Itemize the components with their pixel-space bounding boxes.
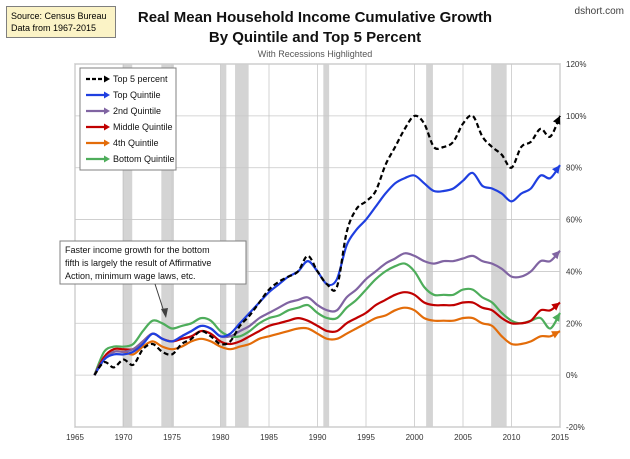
y-tick-label: 60% xyxy=(566,216,582,225)
source-box: Source: Census Bureau Data from 1967-201… xyxy=(6,6,116,38)
x-tick-label: 1975 xyxy=(163,433,181,442)
annotation-line: fifth is largely the result of Affirmati… xyxy=(65,258,211,268)
legend-label-2nd-quintile: 2nd Quintile xyxy=(113,106,161,116)
x-tick-label: 1985 xyxy=(260,433,278,442)
x-tick-label: 2000 xyxy=(406,433,424,442)
x-tick-label: 2005 xyxy=(454,433,472,442)
chart-title: Real Mean Household Income Cumulative Gr… xyxy=(137,9,493,26)
legend-box xyxy=(79,67,177,171)
annotation-line: Faster income growth for the bottom xyxy=(65,245,210,255)
legend-arrow-top-quintile xyxy=(104,91,110,99)
series-arrow-4th-quintile xyxy=(551,331,560,339)
y-tick-label: 20% xyxy=(566,319,582,328)
y-tick-label: 100% xyxy=(566,112,586,121)
series-arrow-top-5-percent xyxy=(552,115,561,125)
source-line-1: Source: Census Bureau xyxy=(11,11,107,21)
series-arrow-2nd-quintile xyxy=(551,250,560,260)
legend-label-middle-quintile: Middle Quintile xyxy=(113,122,173,132)
recession-band xyxy=(426,64,433,427)
source-line-2: Data from 1967-2015 xyxy=(11,23,97,33)
x-tick-label: 1970 xyxy=(115,433,133,442)
brand-label: dshort.com xyxy=(574,6,624,17)
series-arrow-middle-quintile xyxy=(551,302,560,311)
y-tick-label: 120% xyxy=(566,60,586,69)
annotation-arrow-icon xyxy=(161,308,168,318)
legend-label-bottom-quintile: Bottom Quintile xyxy=(113,154,175,164)
legend-label-top-5-percent: Top 5 percent xyxy=(113,74,168,84)
legend-label-4th-quintile: 4th Quintile xyxy=(113,138,159,148)
legend-arrow-bottom-quintile xyxy=(104,155,110,163)
annotation-box xyxy=(59,240,247,285)
legend-arrow-2nd-quintile xyxy=(104,107,110,115)
y-tick-label: 40% xyxy=(566,267,582,276)
chart-title-line-2: By Quintile and Top 5 Percent xyxy=(208,29,422,46)
y-tick-label: -20% xyxy=(566,423,585,432)
series-arrow-bottom-quintile xyxy=(552,312,560,322)
x-tick-label: 1990 xyxy=(309,433,327,442)
legend-label-top-quintile: Top Quintile xyxy=(113,90,161,100)
chart-subtitle: With Recessions Highlighted xyxy=(257,49,373,59)
x-tick-label: 2015 xyxy=(551,433,569,442)
x-tick-label: 1965 xyxy=(66,433,84,442)
x-tick-label: 2010 xyxy=(503,433,521,442)
recession-band xyxy=(323,64,330,427)
x-tick-label: 1995 xyxy=(357,433,375,442)
legend-arrow-top-5-percent xyxy=(104,75,110,83)
x-tick-label: 1980 xyxy=(212,433,230,442)
series-arrow-top-quintile xyxy=(552,165,560,174)
series-line-bottom-quintile xyxy=(93,262,561,376)
series-line-top-5-percent xyxy=(93,114,562,376)
legend-arrow-4th-quintile xyxy=(104,139,110,147)
series-line-4th-quintile xyxy=(93,306,561,376)
annotation-line: Action, minimum wage laws, etc. xyxy=(65,271,196,281)
legend-arrow-middle-quintile xyxy=(104,123,110,131)
recession-band xyxy=(491,64,507,427)
y-tick-label: 80% xyxy=(566,164,582,173)
y-tick-label: 0% xyxy=(566,371,578,380)
